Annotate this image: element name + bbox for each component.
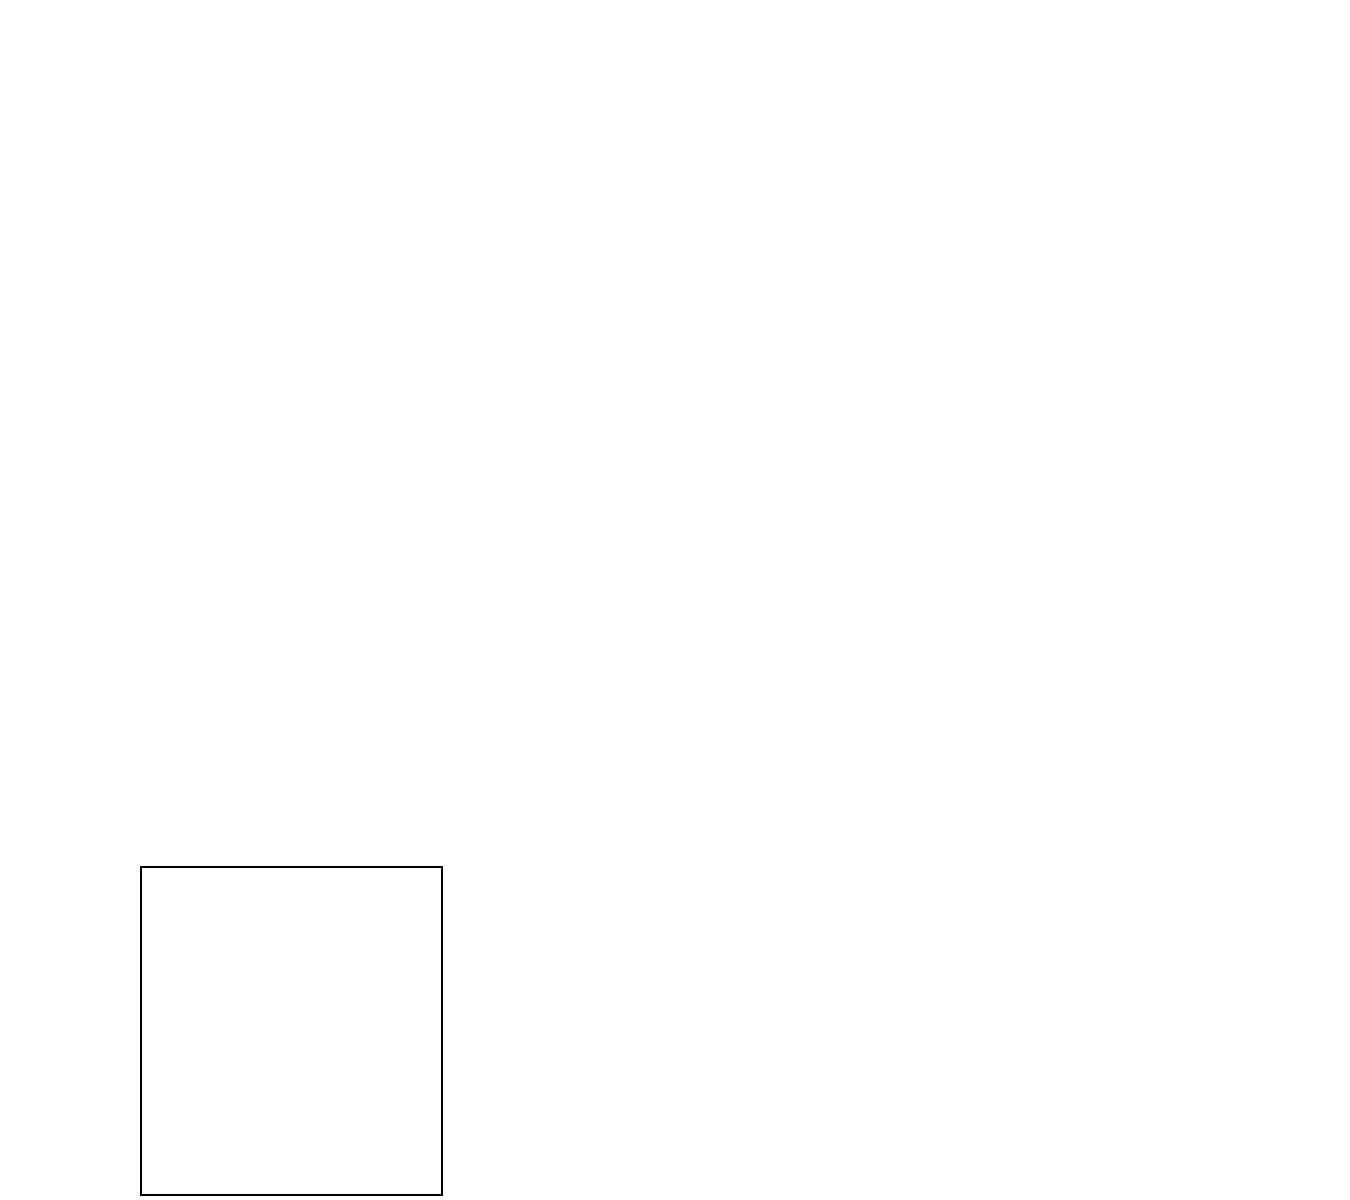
parcel-info-panel	[140, 866, 443, 1196]
